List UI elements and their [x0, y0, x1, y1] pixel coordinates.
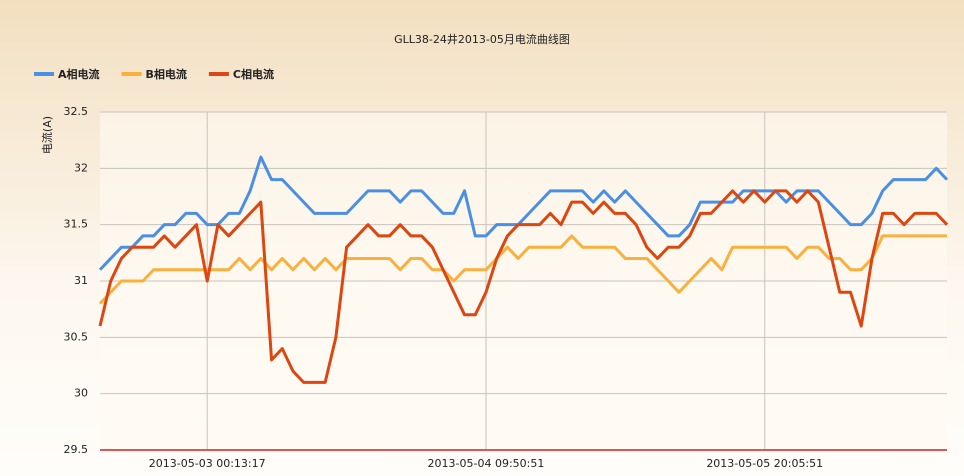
legend-label: B相电流 [146, 67, 187, 81]
x-tick-label: 2013-05-05 20:05:51 [706, 457, 823, 470]
series-line [98, 234, 947, 305]
lines [98, 155, 949, 384]
legend-label: C相电流 [233, 67, 274, 81]
x-tick-label: 2013-05-03 00:13:17 [149, 457, 266, 470]
x-tick-label: 2013-05-04 09:50:51 [428, 457, 545, 470]
legend-label: A相电流 [58, 67, 100, 81]
y-tick-label: 30.5 [64, 330, 89, 343]
y-tick-label: 31.5 [64, 218, 89, 231]
y-tick-label: 29.5 [64, 443, 89, 456]
y-tick-label: 32 [74, 161, 88, 174]
y-tick-label: 32.5 [64, 105, 89, 118]
y-tick-label: 31 [74, 274, 88, 287]
series-line [98, 189, 949, 384]
y-axis-label: 电流(A) [40, 116, 54, 154]
grid [100, 111, 947, 451]
chart-title: GLL38-24井2013-05月电流曲线图 [394, 32, 570, 46]
y-tick-label: 30 [74, 387, 88, 400]
